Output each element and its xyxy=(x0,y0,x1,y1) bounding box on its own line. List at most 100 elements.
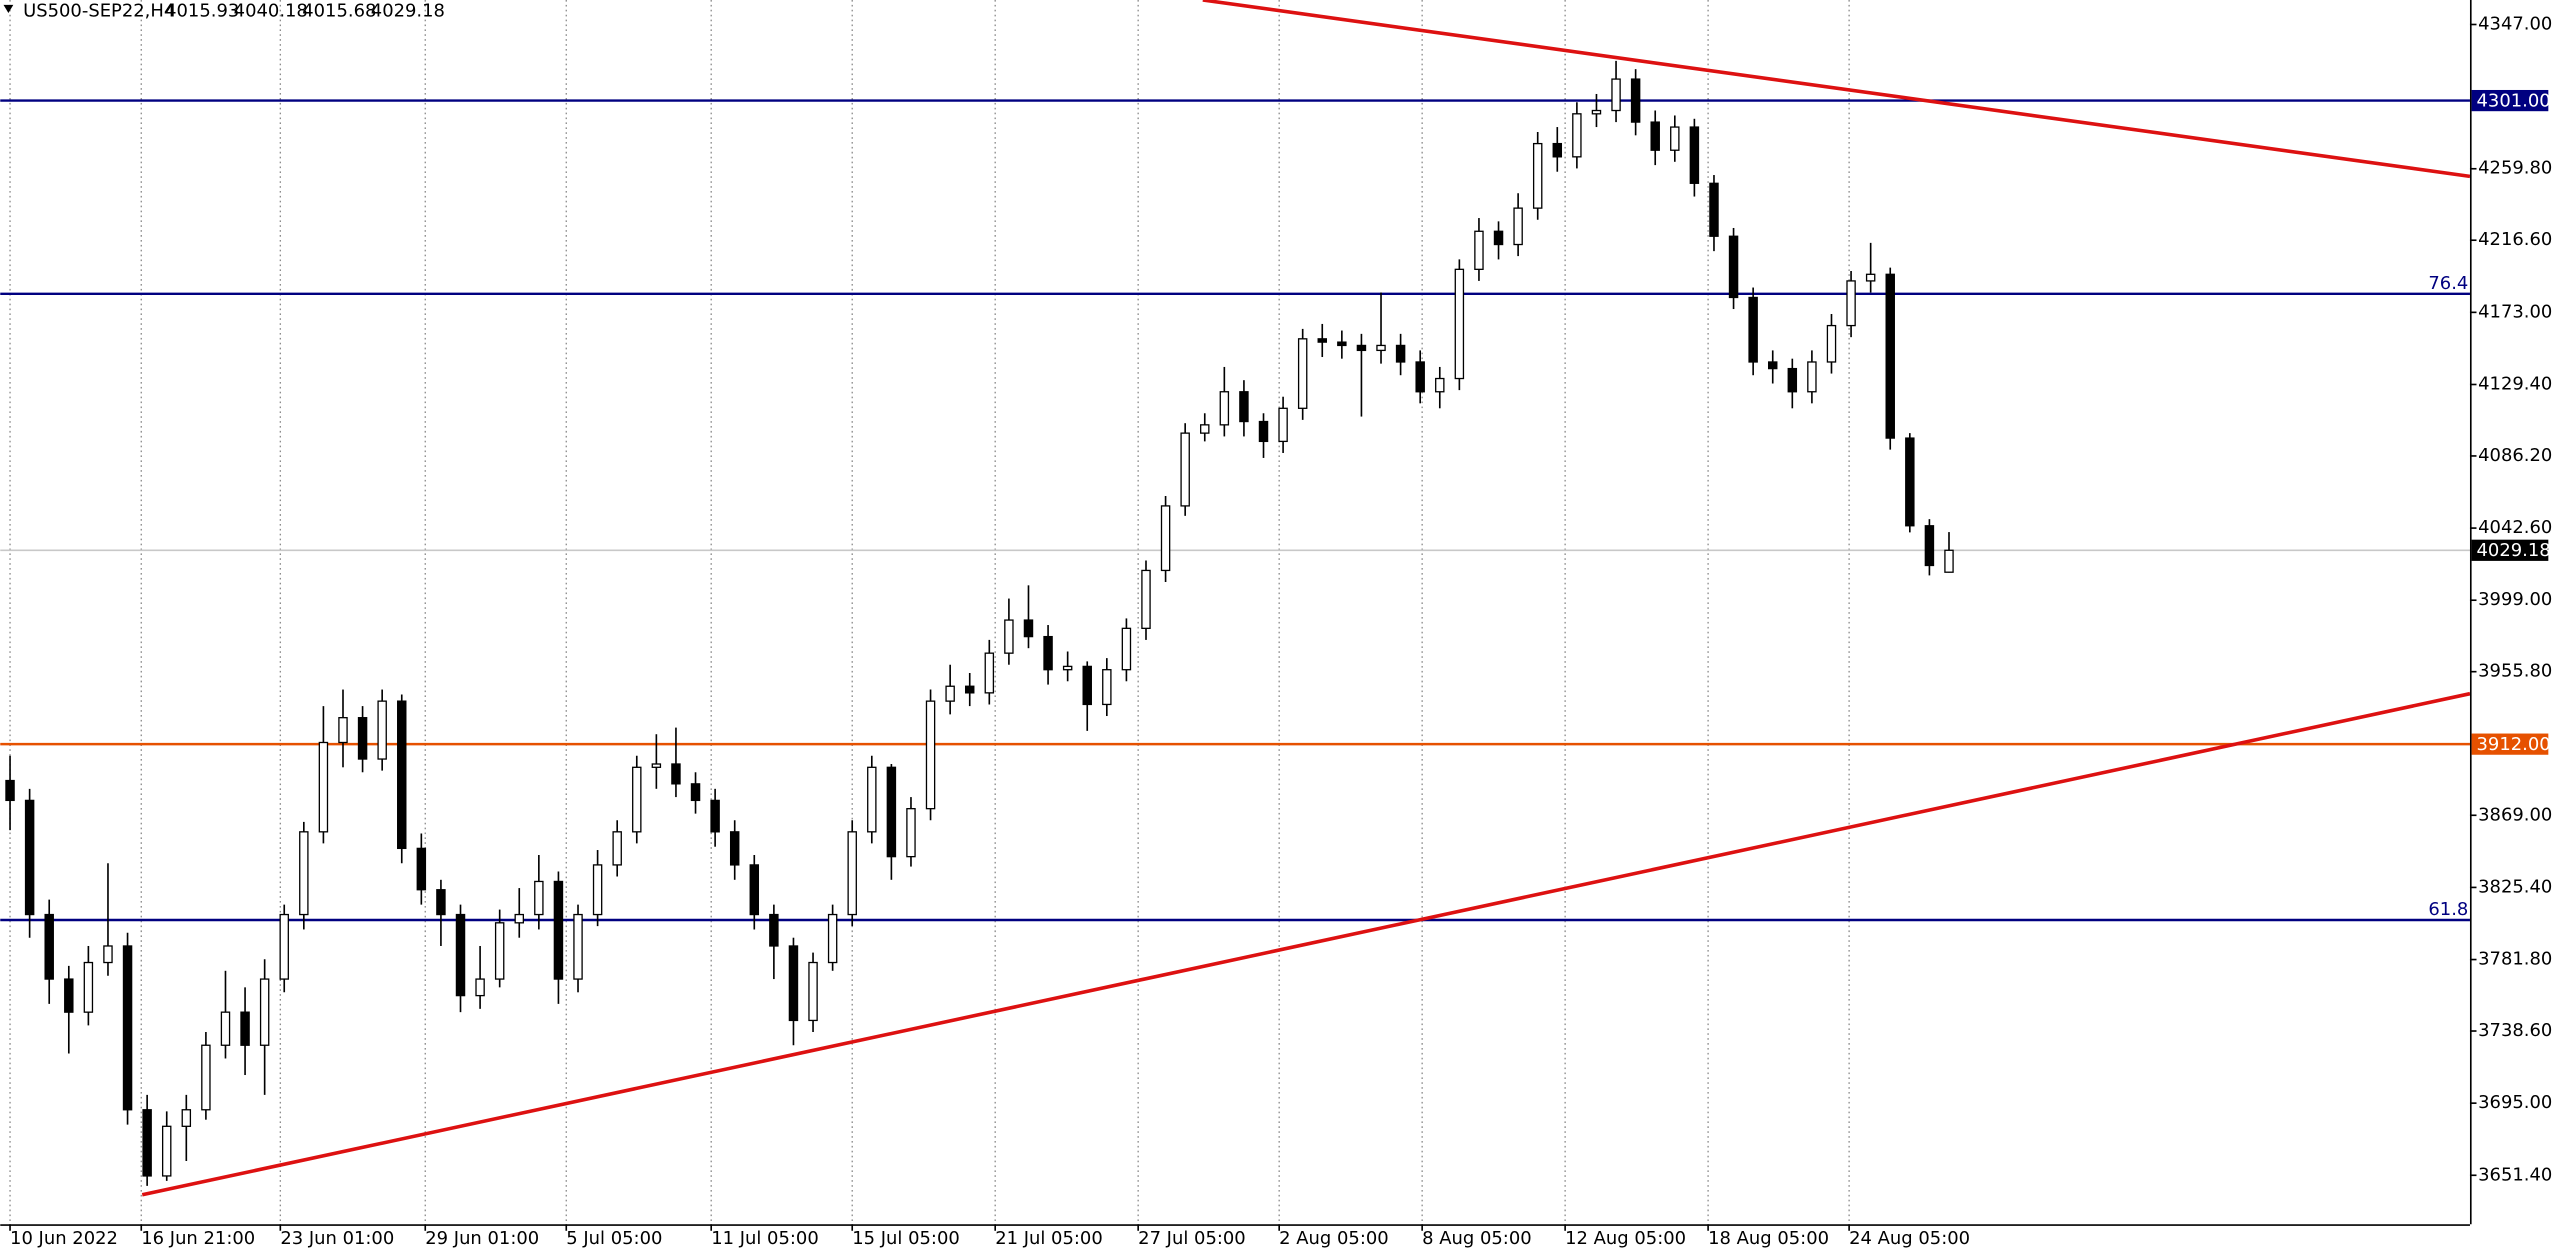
candle-body xyxy=(64,978,74,1013)
candle-body xyxy=(1689,126,1700,184)
x-tick-label: 29 Jun 01:00 xyxy=(425,1228,539,1249)
candle-body xyxy=(1474,230,1484,270)
candle-body xyxy=(592,864,603,916)
candle-body xyxy=(475,978,485,997)
x-tick-label: 24 Aug 05:00 xyxy=(1849,1228,1970,1249)
levels: 76.4 61.8 xyxy=(0,99,2470,922)
x-tick-label: 11 Jul 05:00 xyxy=(711,1228,819,1249)
y-tick-label: 3781.80 xyxy=(2478,949,2552,970)
candle-body xyxy=(1572,113,1582,158)
y-tick-label: 3738.60 xyxy=(2478,1020,2552,1041)
candle-body xyxy=(651,763,662,768)
level-label: 61.8 xyxy=(2428,899,2468,920)
y-tick-label: 4129.40 xyxy=(2478,373,2552,394)
candle-body xyxy=(1337,341,1347,347)
y-tick-label: 4259.80 xyxy=(2478,158,2552,179)
candle-body xyxy=(1807,361,1817,393)
candle-body xyxy=(573,913,583,980)
candle-body xyxy=(1258,420,1269,443)
candle-body xyxy=(455,913,466,997)
candle-body xyxy=(318,741,329,833)
x-tick-label: 8 Aug 05:00 xyxy=(1422,1228,1532,1249)
candle-body xyxy=(181,1109,192,1127)
candle-body xyxy=(1865,273,1876,282)
candle-body xyxy=(1004,619,1014,654)
menu-arrow[interactable] xyxy=(3,4,14,14)
y-tick-label: 4347.00 xyxy=(2478,13,2552,34)
candle-body xyxy=(122,945,133,1111)
candle-body xyxy=(338,717,348,744)
candle-body xyxy=(416,847,427,891)
y-tick-label: 3695.00 xyxy=(2478,1092,2552,1113)
x-tick-label: 5 Jul 05:00 xyxy=(566,1228,662,1249)
candle-body xyxy=(1200,424,1210,434)
ohlc-close: 4029.18 xyxy=(371,0,445,21)
candle-body xyxy=(514,913,524,924)
candle-body xyxy=(1043,635,1053,671)
candle-body xyxy=(1454,268,1465,380)
candle-body xyxy=(377,700,387,760)
candle-body xyxy=(1826,324,1837,363)
y-tick-label: 3651.40 xyxy=(2478,1164,2552,1185)
candle-body xyxy=(847,831,857,916)
candle-body xyxy=(906,808,916,858)
candle-body xyxy=(1728,235,1739,299)
candle-body xyxy=(44,913,54,980)
candle-body xyxy=(1944,549,1954,573)
axes: 4347.00 4259.80 4216.60 4173.00 4129.40 4086.… xyxy=(9,13,2552,1249)
symbol: US500-SEP22,H4 xyxy=(23,0,175,21)
candle-body xyxy=(1435,377,1445,393)
level-box xyxy=(2471,89,2549,112)
candle-body xyxy=(1846,280,1856,327)
candle-body xyxy=(494,922,505,980)
candle-body xyxy=(83,961,94,1013)
ohlc-low: 4015.68 xyxy=(302,0,376,21)
x-tick-label: 16 Jun 21:00 xyxy=(141,1228,255,1249)
y-tick-label: 3999.00 xyxy=(2478,589,2552,610)
ohlc-open: 4015.93 xyxy=(165,0,239,21)
candle-body xyxy=(964,685,975,694)
candle-body xyxy=(553,880,564,980)
candle-body xyxy=(925,700,936,810)
y-tick-label: 3825.40 xyxy=(2478,876,2552,897)
candle-body xyxy=(671,763,681,785)
candle-body xyxy=(220,1011,231,1046)
candle-body xyxy=(1415,361,1425,393)
grid xyxy=(9,0,1850,1225)
candle-body xyxy=(1650,121,1660,151)
candle-body xyxy=(1905,437,1915,527)
candle-body xyxy=(1278,407,1288,443)
level-box xyxy=(2471,733,2549,755)
candle-body xyxy=(1493,230,1504,246)
current-price-label: 4029.18 xyxy=(2477,540,2551,561)
x-tick-label: 10 Jun 2022 xyxy=(10,1228,118,1249)
candle-body xyxy=(710,799,720,833)
candle-body xyxy=(299,831,309,916)
x-tick-label: 15 Jul 05:00 xyxy=(852,1228,960,1249)
candle-body xyxy=(1082,665,1092,706)
candle-body xyxy=(142,1109,152,1177)
candle-body xyxy=(1748,296,1758,363)
x-tick-label: 18 Aug 05:00 xyxy=(1708,1228,1829,1249)
candle-body xyxy=(749,864,760,916)
candle-body xyxy=(1121,627,1132,671)
candle-body xyxy=(1611,78,1621,112)
x-tick-label: 23 Jun 01:00 xyxy=(280,1228,394,1249)
candle-body xyxy=(690,783,701,802)
level-label: 76.4 xyxy=(2428,273,2468,294)
candle-body xyxy=(259,978,270,1046)
candle-body xyxy=(1787,367,1798,393)
candle-body xyxy=(397,700,407,850)
candle-body xyxy=(1062,665,1073,671)
candles xyxy=(5,60,1954,1186)
x-tick-label: 21 Jul 05:00 xyxy=(995,1228,1103,1249)
trendline xyxy=(141,691,2471,1197)
candle-body xyxy=(788,945,799,1022)
candle-body xyxy=(1239,391,1249,423)
candle-body xyxy=(886,766,897,858)
candle-body xyxy=(1160,505,1171,572)
candle-body xyxy=(240,1011,250,1046)
ohlc-high: 4040.18 xyxy=(234,0,308,21)
candle-body xyxy=(1141,569,1151,629)
